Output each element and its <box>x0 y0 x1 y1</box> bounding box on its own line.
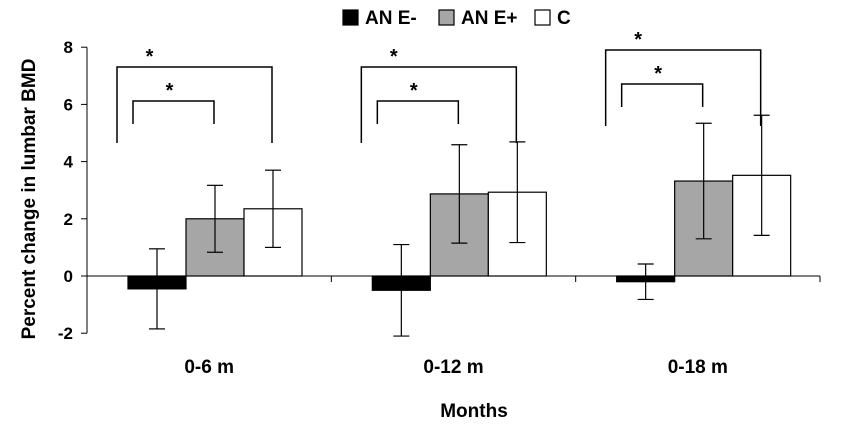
legend: AN E- AN E+ C <box>342 8 571 29</box>
y-tick-label: -2 <box>58 324 73 343</box>
significance-bracket <box>376 100 460 124</box>
significance-bracket <box>132 100 215 124</box>
significance-star: * <box>410 80 418 102</box>
legend-label: AN E- <box>365 8 417 29</box>
error-bars <box>149 114 770 337</box>
significance-star: * <box>390 46 398 68</box>
significance-brackets: * * * * * * <box>116 29 762 143</box>
category-label: 0-6 m <box>184 357 234 378</box>
y-tick-label: 4 <box>64 153 74 172</box>
axes: -2 0 2 4 6 8 0-6 m 0-12 m 0-18 m <box>58 38 821 378</box>
significance-star: * <box>146 46 154 68</box>
legend-swatch <box>534 9 551 26</box>
significance-bracket <box>116 66 273 143</box>
legend-swatch <box>342 9 359 26</box>
y-tick-label: 8 <box>64 38 73 57</box>
legend-label: C <box>557 8 571 29</box>
x-axis-title: Months <box>440 401 508 422</box>
y-tick-label: 0 <box>64 267 73 286</box>
legend-swatch <box>438 9 455 26</box>
y-tick-label: 2 <box>64 210 73 229</box>
significance-bracket <box>604 49 762 126</box>
significance-bracket <box>360 66 518 143</box>
significance-star: * <box>166 80 174 102</box>
y-axis-title: Percent change in lumbar BMD <box>19 59 40 340</box>
category-label: 0-12 m <box>423 357 483 378</box>
y-tick-label: 6 <box>64 95 73 114</box>
category-label: 0-18 m <box>668 357 728 378</box>
significance-star: * <box>634 29 642 51</box>
legend-label: AN E+ <box>461 8 518 29</box>
significance-star: * <box>654 63 662 85</box>
significance-bracket <box>620 83 704 107</box>
